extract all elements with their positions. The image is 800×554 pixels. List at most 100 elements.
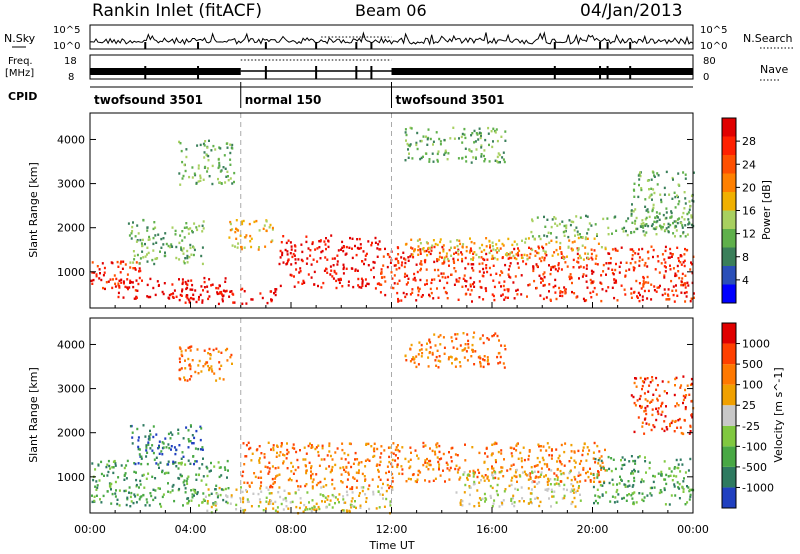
range-cell bbox=[316, 260, 319, 263]
range-cell bbox=[684, 197, 687, 200]
range-cell bbox=[142, 493, 145, 497]
range-cell bbox=[235, 508, 238, 511]
range-cell bbox=[433, 278, 436, 281]
range-cell bbox=[236, 246, 239, 249]
range-cell bbox=[436, 158, 439, 162]
range-cell bbox=[445, 461, 448, 464]
range-cell bbox=[481, 474, 484, 478]
range-cell bbox=[549, 272, 552, 276]
range-cell bbox=[299, 270, 302, 273]
range-cell bbox=[678, 217, 681, 220]
range-cell bbox=[539, 475, 542, 478]
range-cell bbox=[494, 332, 497, 335]
range-cell bbox=[471, 343, 474, 347]
range-cell bbox=[471, 132, 474, 135]
range-cell bbox=[404, 261, 407, 265]
range-cell bbox=[653, 174, 655, 177]
range-cell bbox=[660, 228, 663, 231]
range-cell bbox=[404, 128, 407, 131]
range-cell bbox=[430, 246, 433, 249]
range-cell bbox=[373, 449, 376, 453]
range-cell bbox=[619, 475, 621, 478]
range-cell bbox=[550, 488, 553, 491]
range-cell bbox=[543, 215, 545, 219]
colorbar-segment bbox=[722, 247, 736, 266]
range-cell bbox=[463, 133, 466, 136]
range-cell bbox=[263, 224, 266, 227]
range-cell bbox=[472, 252, 475, 255]
range-cell bbox=[677, 195, 679, 199]
range-cell bbox=[181, 177, 184, 180]
range-cell bbox=[468, 470, 471, 473]
range-cell bbox=[403, 265, 406, 269]
range-cell bbox=[489, 244, 492, 247]
range-cell bbox=[417, 473, 420, 477]
nsky-panel: N.Sky 10^5 10^0 10^5 10^0 N.Search bbox=[4, 24, 795, 52]
range-cell bbox=[380, 268, 383, 271]
range-cell bbox=[326, 454, 329, 457]
range-cell bbox=[425, 465, 428, 468]
range-cell bbox=[612, 273, 615, 276]
colorbar-tick-label: 28 bbox=[742, 135, 756, 148]
range-cell bbox=[547, 231, 550, 234]
range-cell bbox=[600, 299, 603, 303]
range-cell bbox=[100, 460, 103, 464]
range-cell bbox=[154, 496, 157, 499]
range-cell bbox=[396, 465, 399, 469]
range-cell bbox=[114, 462, 117, 465]
range-cell bbox=[673, 300, 676, 303]
range-cell bbox=[249, 446, 252, 450]
range-cell bbox=[290, 248, 293, 251]
range-cell bbox=[453, 137, 456, 140]
range-cell bbox=[286, 452, 289, 456]
range-cell bbox=[154, 293, 157, 297]
range-cell bbox=[614, 496, 617, 499]
range-cell bbox=[343, 501, 346, 504]
range-cell bbox=[389, 261, 392, 264]
range-cell bbox=[389, 500, 392, 503]
range-cell bbox=[483, 461, 486, 464]
range-cell bbox=[648, 423, 651, 426]
range-cell bbox=[110, 482, 113, 486]
range-cell bbox=[638, 397, 641, 401]
range-cell bbox=[516, 442, 519, 446]
range-cell bbox=[444, 151, 447, 154]
range-cell bbox=[193, 489, 196, 493]
range-cell bbox=[265, 486, 268, 489]
range-cell bbox=[276, 444, 278, 447]
range-cell bbox=[554, 284, 557, 288]
range-cell bbox=[651, 398, 654, 402]
range-cell bbox=[132, 285, 135, 289]
range-cell bbox=[144, 242, 146, 246]
range-cell bbox=[528, 450, 531, 453]
range-cell bbox=[472, 336, 475, 339]
range-cell bbox=[226, 495, 229, 499]
range-cell bbox=[317, 454, 320, 457]
range-cell bbox=[452, 260, 455, 263]
range-cell bbox=[634, 222, 636, 225]
range-cell bbox=[450, 254, 453, 257]
range-cell bbox=[220, 351, 223, 354]
range-cell bbox=[432, 143, 434, 146]
range-cell bbox=[135, 240, 138, 243]
range-cell bbox=[397, 297, 399, 301]
range-cell bbox=[310, 263, 313, 266]
colorbar-tick-label: -1000 bbox=[742, 481, 774, 494]
range-cell bbox=[670, 210, 673, 213]
range-cell bbox=[404, 131, 407, 134]
range-cell bbox=[224, 290, 227, 293]
range-cell bbox=[378, 463, 381, 467]
range-cell bbox=[570, 478, 573, 482]
range-cell bbox=[601, 494, 604, 497]
range-cell bbox=[241, 302, 244, 305]
range-cell bbox=[280, 443, 283, 446]
range-cell bbox=[436, 152, 439, 156]
range-cell bbox=[600, 459, 603, 463]
range-cell bbox=[420, 295, 423, 298]
range-cell bbox=[214, 148, 217, 151]
range-cell bbox=[500, 466, 503, 469]
range-cell bbox=[229, 177, 232, 180]
range-cell bbox=[635, 385, 638, 388]
range-cell bbox=[571, 500, 574, 504]
range-cell bbox=[231, 182, 234, 185]
